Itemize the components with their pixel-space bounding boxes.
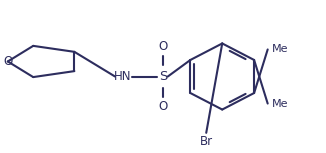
Text: S: S: [159, 70, 167, 83]
Text: O: O: [158, 40, 168, 53]
Text: Me: Me: [272, 45, 289, 54]
Text: O: O: [3, 55, 12, 68]
Text: O: O: [158, 100, 168, 113]
Text: Br: Br: [200, 135, 213, 148]
Text: HN: HN: [114, 70, 132, 83]
Text: Me: Me: [272, 99, 289, 108]
